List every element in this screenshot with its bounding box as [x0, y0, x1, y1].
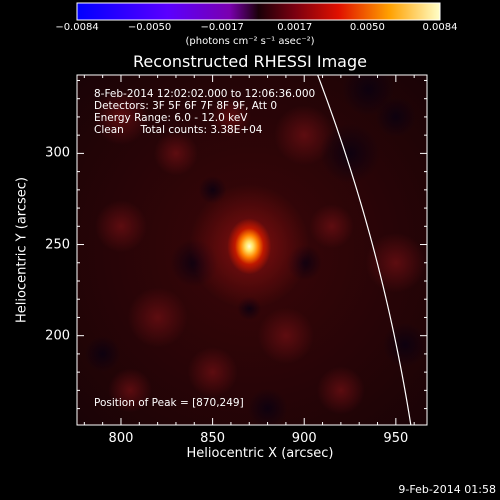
y-tick-label: 300 [45, 145, 70, 161]
emission-blob [365, 232, 426, 293]
axis-ticks [77, 75, 427, 425]
info-time-range: 8-Feb-2014 12:02:02.000 to 12:06:36.000 [94, 88, 316, 100]
info-energy-range: Energy Range: 6.0 - 12.0 keV [94, 112, 248, 124]
x-axis-label: Heliocentric X (arcsec) [186, 446, 334, 461]
x-tick-label: 850 [200, 431, 226, 446]
chart-title: Reconstructed RHESSI Image [133, 52, 367, 71]
emission-blob [84, 335, 121, 372]
colorbar-tick: −0.0084 [55, 22, 99, 33]
emission-blob [309, 204, 354, 249]
emission-blob [153, 131, 198, 176]
colorbar-unit: (photons cm⁻² s⁻¹ asec⁻²) [185, 36, 315, 47]
colorbar [76, 2, 441, 21]
y-axis-label: Heliocentric Y (arcsec) [14, 177, 30, 323]
peak-position-label: Position of Peak = [870,249] [94, 397, 244, 409]
colorbar-tick: 0.0017 [277, 22, 313, 33]
emission-blob [210, 96, 251, 137]
x-tick-label: 950 [383, 431, 409, 446]
x-tick-label: 900 [291, 431, 317, 446]
colorbar-tick: 0.0050 [349, 22, 385, 33]
emission-blob [375, 96, 416, 137]
emission-blob [320, 123, 381, 184]
emission-blob [94, 200, 147, 253]
emission-blob [316, 366, 365, 415]
x-tick-label: 800 [108, 431, 134, 446]
info-clean-counts: Clean Total counts: 3.38E+04 [94, 124, 263, 136]
plot-frame [76, 74, 428, 426]
y-tick-label: 200 [45, 328, 70, 344]
colorbar-tick: 0.0084 [422, 22, 458, 33]
heatmap-image [77, 75, 427, 425]
timestamp: 9-Feb-2014 01:58 [398, 483, 496, 496]
emission-blob [274, 105, 335, 166]
solar-limb-line [317, 75, 412, 425]
emission-blob [247, 388, 288, 425]
flare-source [227, 218, 272, 275]
emission-blob [257, 307, 314, 364]
info-detectors: Detectors: 3F 5F 6F 7F 8F 9F, Att 0 [94, 100, 278, 112]
emission-blob [92, 88, 149, 145]
colorbar-tick: −0.0017 [200, 22, 244, 33]
y-tick-label: 250 [45, 237, 70, 253]
emission-blob [127, 287, 188, 348]
colorbar-tick: −0.0050 [127, 22, 172, 33]
emission-blob [187, 347, 238, 398]
emission-blob [383, 322, 427, 367]
emission-blob [108, 368, 153, 413]
